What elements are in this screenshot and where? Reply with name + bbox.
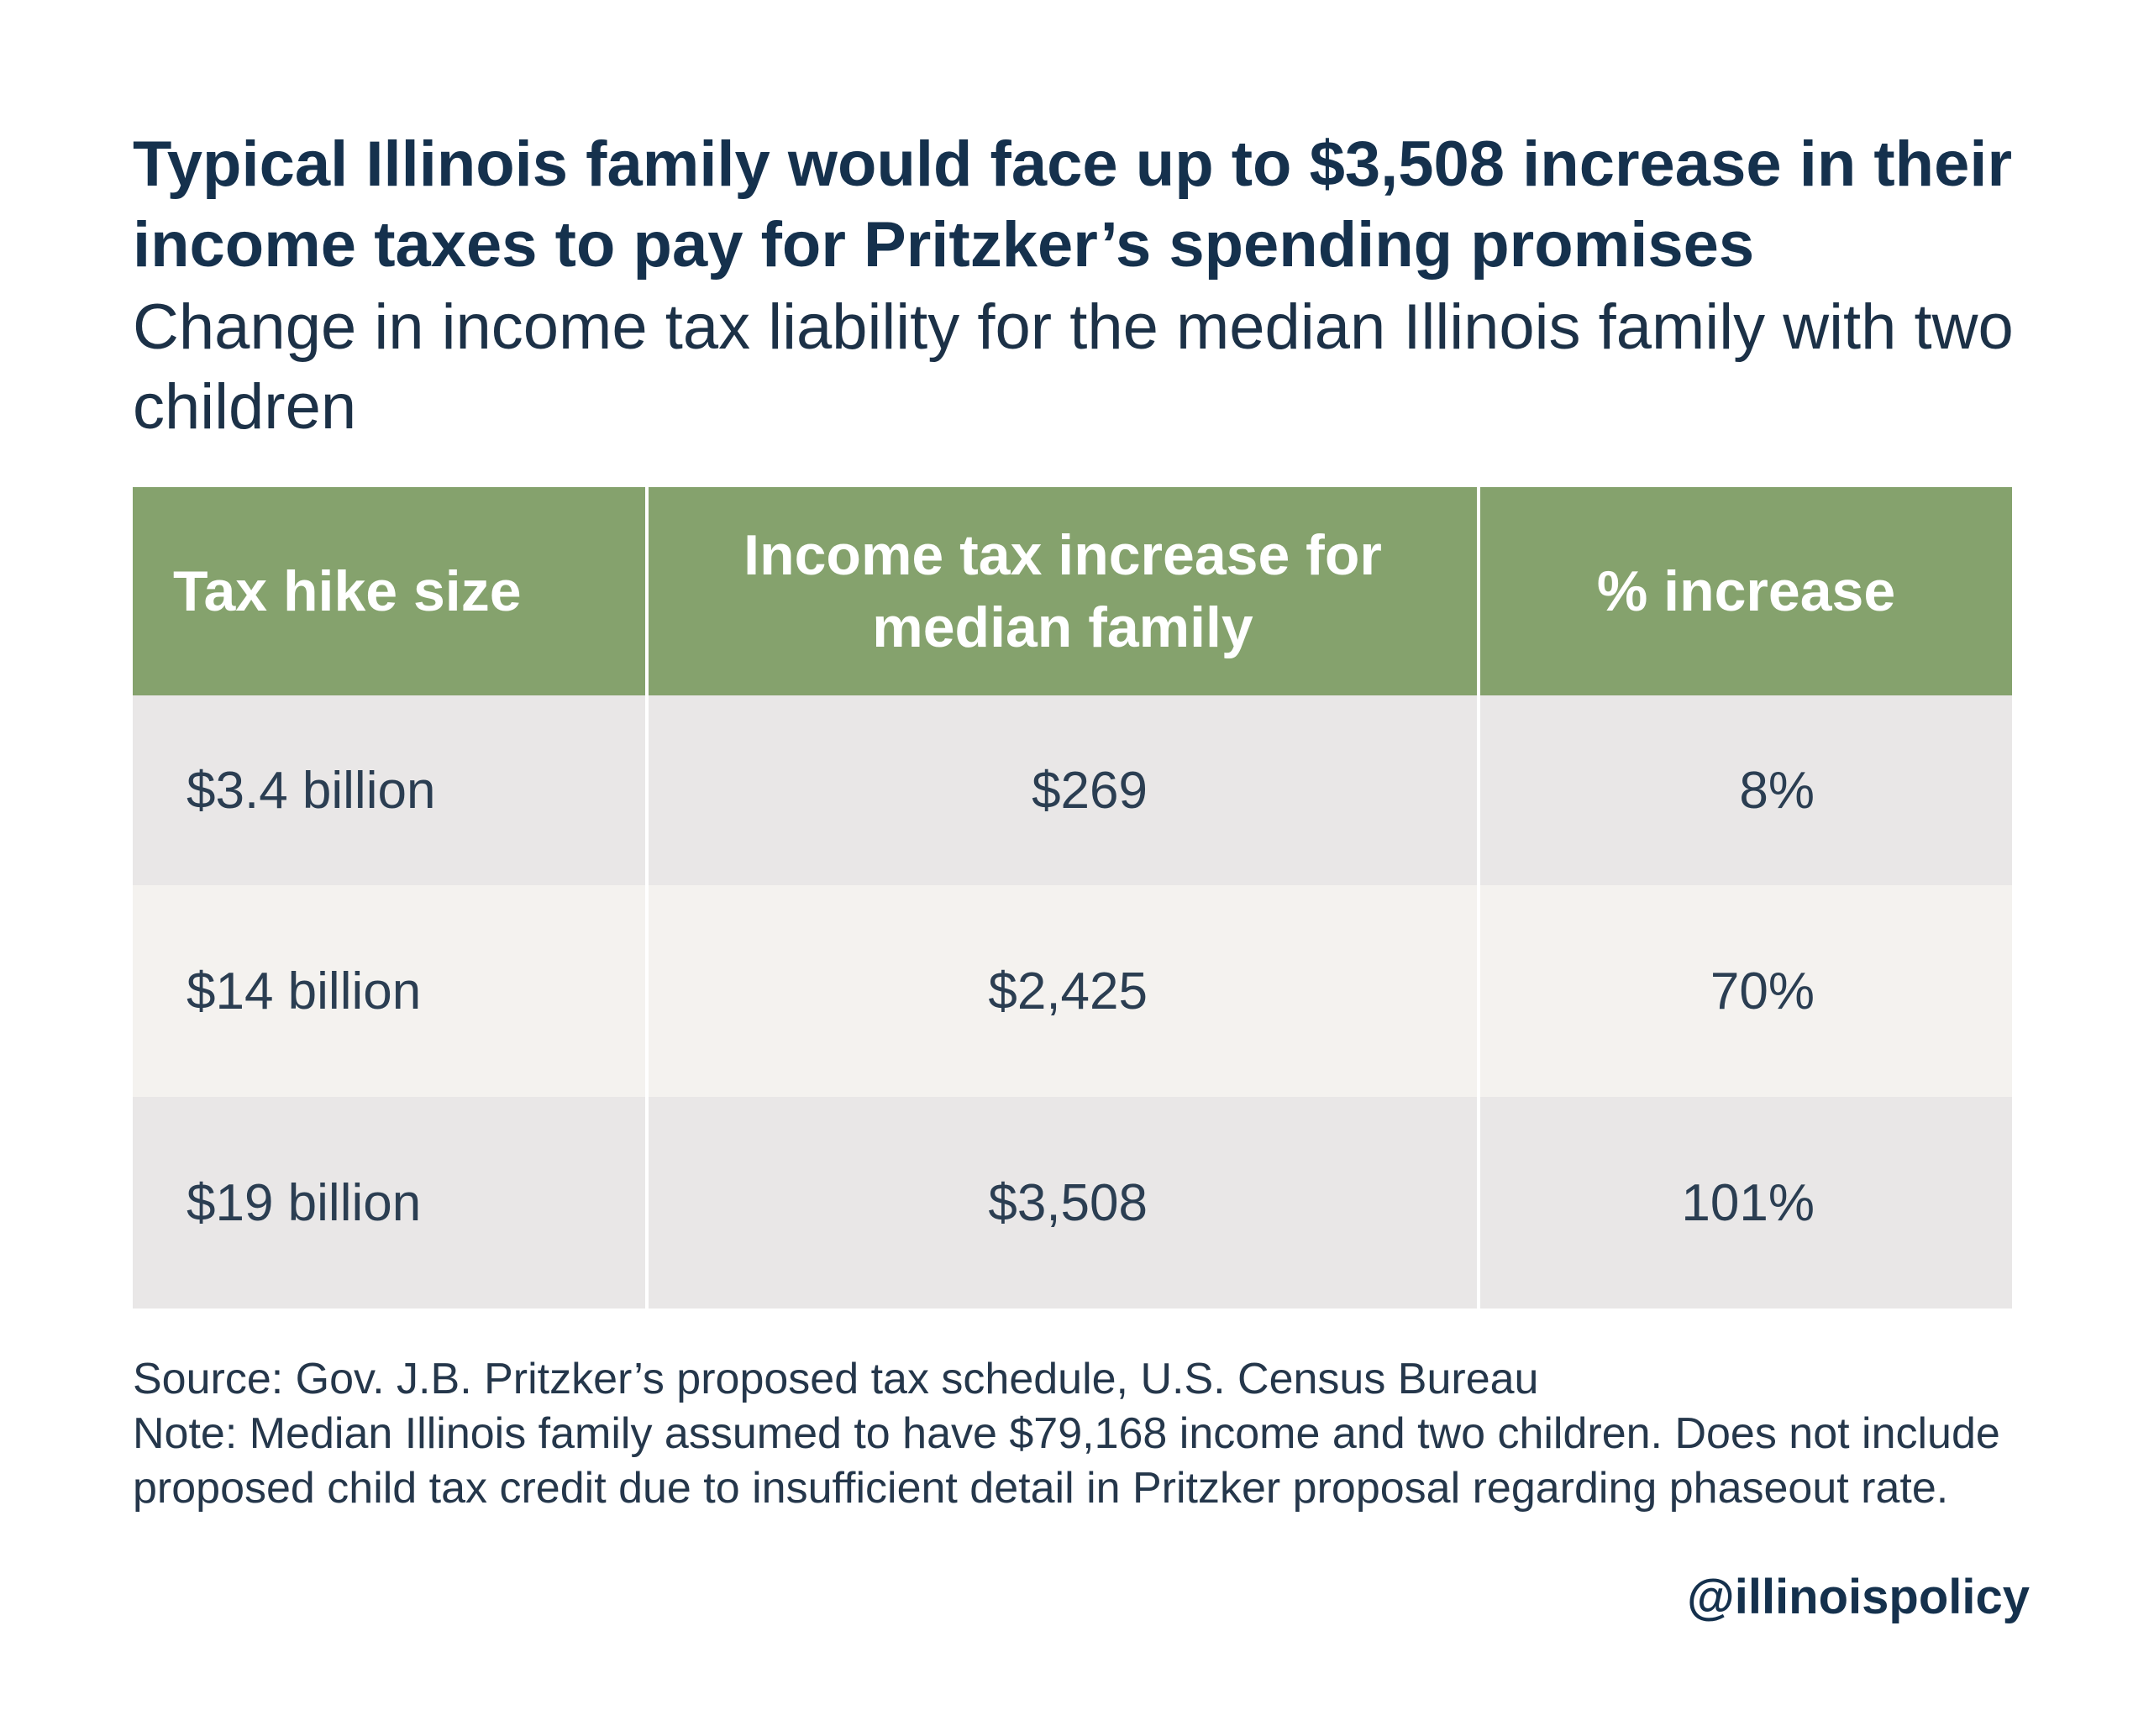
chart-subtitle: Change in income tax liability for the m… <box>133 291 2014 443</box>
tax-hike-size-cell: $3.4 billion <box>133 695 649 885</box>
column-header-tax-hike-size: Tax hike size <box>133 487 649 695</box>
income-tax-increase-cell: $3,508 <box>647 1097 1480 1309</box>
table-header: Tax hike size Income tax increase for me… <box>133 487 2012 695</box>
column-header-percent-increase: % increase <box>1479 487 2012 695</box>
tax-hike-size-cell: $19 billion <box>133 1097 649 1309</box>
table-row: $14 billion $2,425 70% <box>133 885 2012 1097</box>
percent-increase-cell: 8% <box>1479 695 2012 885</box>
income-tax-increase-cell: $2,425 <box>647 885 1480 1097</box>
income-tax-increase-cell: $269 <box>647 695 1480 885</box>
table-body: $3.4 billion $269 8% $14 billion $2,425 … <box>133 695 2012 1309</box>
note-text: Note: Median Illinois family assumed to … <box>133 1409 2000 1513</box>
source-notes: Source: Gov. J.B. Pritzker’s proposed ta… <box>133 1352 2065 1516</box>
percent-increase-cell: 101% <box>1479 1097 2012 1309</box>
column-header-income-tax-increase: Income tax increase for median family <box>647 487 1480 695</box>
source-text: Source: Gov. J.B. Pritzker’s proposed ta… <box>133 1355 1539 1403</box>
tax-hike-size-cell: $14 billion <box>133 885 649 1097</box>
tax-increase-table: Tax hike size Income tax increase for me… <box>133 487 2012 1309</box>
chart-title: Typical Illinois family would face up to… <box>133 128 2013 281</box>
percent-increase-cell: 70% <box>1479 885 2012 1097</box>
header-row: Tax hike size Income tax increase for me… <box>133 487 2012 695</box>
social-handle: @illinoispolicy <box>1687 1570 2030 1624</box>
table-row: $3.4 billion $269 8% <box>133 695 2012 885</box>
table-row: $19 billion $3,508 101% <box>133 1097 2012 1309</box>
